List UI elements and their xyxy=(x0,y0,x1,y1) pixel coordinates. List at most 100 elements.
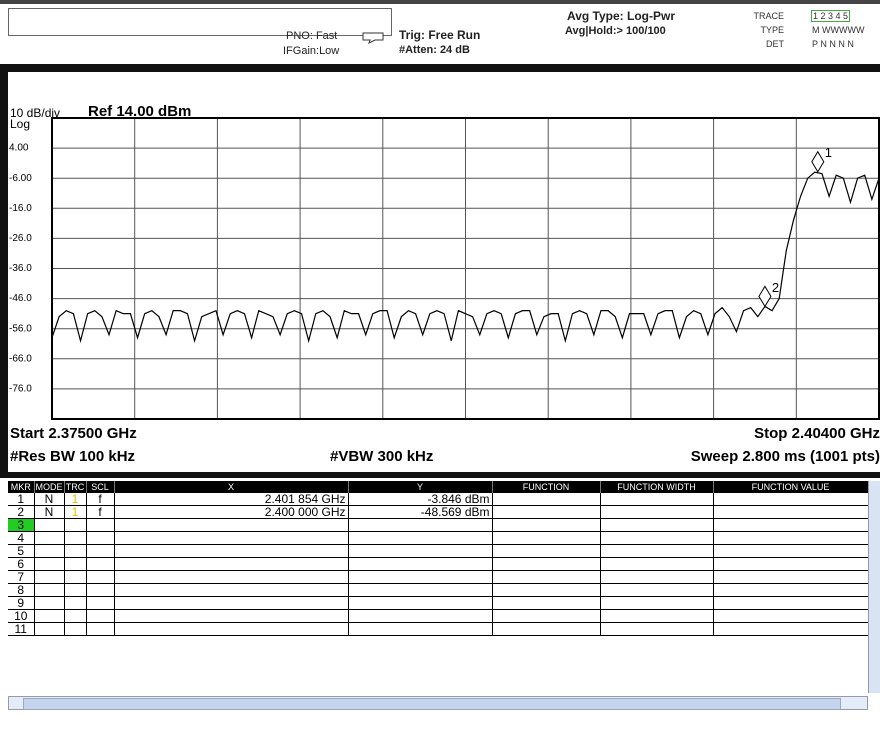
scroll-thumb[interactable] xyxy=(23,698,841,710)
y-tick-label: -26.0 xyxy=(9,233,32,244)
y-tick-label: -56.0 xyxy=(9,323,32,334)
table-cell xyxy=(348,544,493,558)
table-cell xyxy=(492,583,601,597)
table-cell xyxy=(492,596,601,610)
column-header: FUNCTION VALUE xyxy=(713,481,869,493)
table-cell xyxy=(492,505,601,519)
table-cell xyxy=(713,518,869,532)
start-label: Start 2.37500 GHz xyxy=(10,425,137,442)
table-body: 1 N 1 f 2.401 854 GHz -3.846 dBm 2 N 1 f 2.400 000… xyxy=(8,493,869,636)
table-row: 9 xyxy=(8,596,869,610)
title-strip xyxy=(0,0,880,4)
marker xyxy=(758,285,772,308)
marker-label: 1 xyxy=(825,145,832,160)
table-cell xyxy=(348,570,493,584)
column-header: Y xyxy=(348,481,493,493)
y-tick-label: -66.0 xyxy=(9,353,32,364)
y-tick-label: -16.0 xyxy=(9,203,32,214)
table-row: 3 xyxy=(8,518,869,532)
pno: PNO: Fast xyxy=(286,30,338,42)
table-cell xyxy=(713,570,869,584)
y-tick-label: 4.00 xyxy=(9,143,29,154)
table-cell xyxy=(86,531,115,545)
avg-hold: Avg|Hold:> 100/100 xyxy=(565,25,666,37)
table-cell xyxy=(34,596,65,610)
table-row: 5 xyxy=(8,544,869,558)
det-label: DET xyxy=(766,39,784,49)
chart-bg xyxy=(8,72,880,472)
table-cell xyxy=(492,518,601,532)
table-cell xyxy=(600,596,714,610)
v-scrollbar[interactable] xyxy=(868,481,880,693)
table-cell xyxy=(348,531,493,545)
table-cell xyxy=(600,505,714,519)
table-cell xyxy=(114,596,349,610)
table-cell xyxy=(713,505,869,519)
table-cell xyxy=(713,531,869,545)
table-cell xyxy=(34,544,65,558)
table-cell xyxy=(348,583,493,597)
column-header: TRC xyxy=(64,481,87,493)
table-cell xyxy=(86,609,115,623)
trace-numbers: 1 2 3 4 5 xyxy=(811,10,851,22)
table-cell xyxy=(64,609,87,623)
table-cell xyxy=(348,557,493,571)
table-cell xyxy=(64,570,87,584)
table-cell xyxy=(114,609,349,623)
type-label: TYPE xyxy=(760,25,784,35)
table-row: 8 xyxy=(8,583,869,597)
trig-icon xyxy=(362,32,384,44)
table-cell xyxy=(600,544,714,558)
table-cell xyxy=(114,570,349,584)
table-cell xyxy=(492,570,601,584)
table-cell: 1 xyxy=(64,505,87,519)
table-cell: 6 xyxy=(8,557,35,571)
table-cell: 7 xyxy=(8,570,35,584)
table-cell: 10 xyxy=(8,609,35,623)
table-cell xyxy=(348,596,493,610)
trace-det: P N N N N xyxy=(812,39,854,49)
table-cell: 5 xyxy=(8,544,35,558)
table-cell xyxy=(86,570,115,584)
y-tick-label: -6.00 xyxy=(9,173,32,184)
avg-type: Avg Type: Log-Pwr xyxy=(567,9,675,23)
column-header: SCL xyxy=(86,481,115,493)
plot-frame xyxy=(51,117,880,420)
table-cell xyxy=(86,544,115,558)
table-cell xyxy=(348,609,493,623)
table-cell xyxy=(114,544,349,558)
table-cell xyxy=(492,544,601,558)
table-cell xyxy=(64,622,87,636)
table-cell xyxy=(114,583,349,597)
table-cell xyxy=(492,557,601,571)
stop-label: Stop 2.40400 GHz xyxy=(754,425,880,442)
ref-label: Ref 14.00 dBm xyxy=(88,103,191,120)
y-tick-label: -36.0 xyxy=(9,263,32,274)
table-cell xyxy=(64,544,87,558)
table-cell xyxy=(114,622,349,636)
table-cell xyxy=(600,531,714,545)
table-cell xyxy=(64,596,87,610)
table-cell: -48.569 dBm xyxy=(348,505,493,519)
table-cell xyxy=(600,557,714,571)
table-cell xyxy=(34,609,65,623)
table-cell: 2 xyxy=(8,505,35,519)
table-cell xyxy=(64,531,87,545)
y-tick-label: -76.0 xyxy=(9,384,32,395)
table-cell: N xyxy=(34,493,65,506)
table-cell xyxy=(492,609,601,623)
table-cell xyxy=(713,583,869,597)
y-tick-label: -46.0 xyxy=(9,293,32,304)
table-cell xyxy=(600,609,714,623)
table-cell xyxy=(34,531,65,545)
table-cell xyxy=(34,557,65,571)
table-cell: 3 xyxy=(8,518,35,532)
table-cell: 4 xyxy=(8,531,35,545)
table-cell: 9 xyxy=(8,596,35,610)
column-header: MODE xyxy=(34,481,65,493)
table-cell xyxy=(34,518,65,532)
h-scrollbar[interactable] xyxy=(8,696,868,710)
trace-label: TRACE xyxy=(753,11,784,21)
table-cell xyxy=(34,622,65,636)
